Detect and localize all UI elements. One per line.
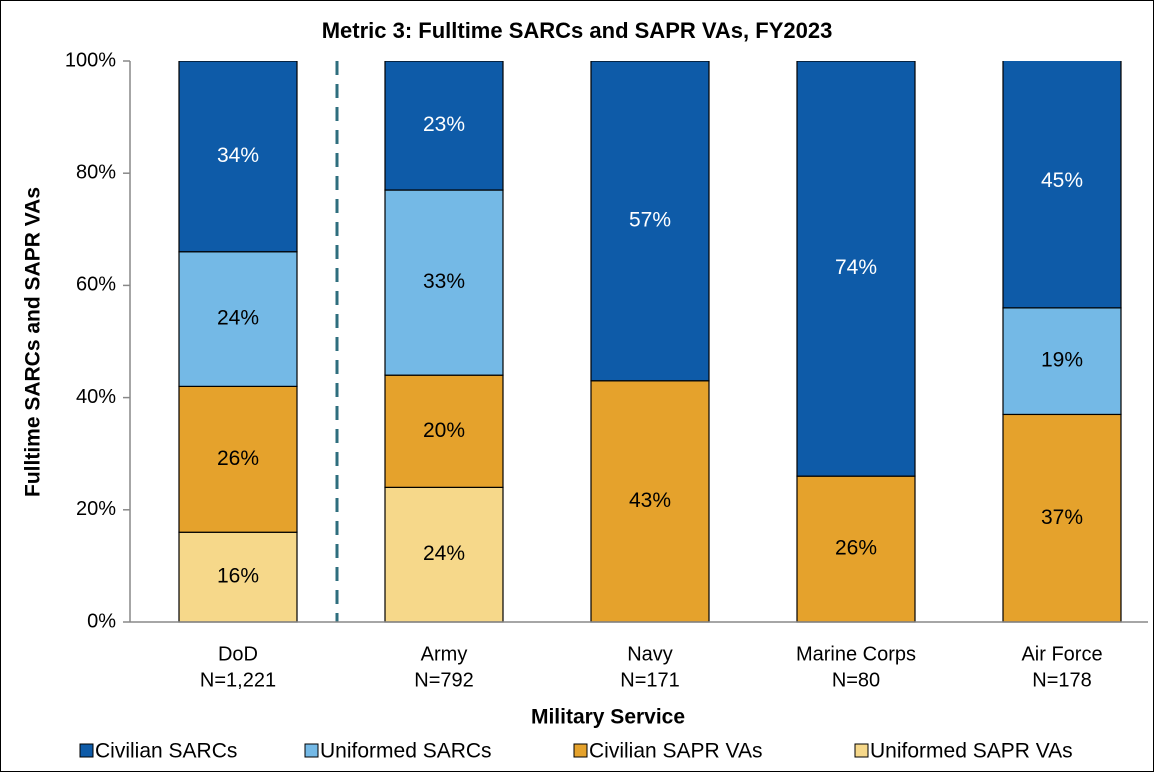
x-tick-label: DoD	[218, 643, 258, 665]
bar-segment	[178, 385, 298, 533]
data-label: 57%	[629, 208, 671, 231]
data-label: 45%	[1041, 169, 1083, 192]
data-label: 74%	[835, 256, 877, 279]
data-label: 43%	[629, 489, 671, 512]
y-tick-label: 20%	[76, 498, 116, 520]
data-label: 20%	[423, 419, 465, 442]
bar-segment	[1002, 307, 1122, 416]
y-tick-label: 60%	[76, 274, 116, 296]
legend-swatch	[573, 743, 588, 758]
data-label: 34%	[217, 144, 259, 167]
bar-segment	[796, 475, 916, 623]
legend-swatch	[304, 743, 319, 758]
data-label: 19%	[1041, 349, 1083, 372]
x-axis-title: Military Service	[531, 706, 685, 729]
legend-label: Civilian SARCs	[95, 740, 237, 763]
data-label: 37%	[1041, 506, 1083, 529]
x-tick-label: N=178	[1032, 669, 1092, 691]
x-tick-label: Air Force	[1021, 643, 1102, 665]
data-label: 24%	[423, 542, 465, 565]
x-tick-label: Army	[421, 643, 468, 665]
data-label: 26%	[835, 537, 877, 560]
data-label: 23%	[423, 113, 465, 136]
x-tick-label: N=1,221	[200, 669, 276, 691]
x-tick-label: N=171	[620, 669, 680, 691]
bar-segment	[796, 61, 916, 477]
bar-segment	[178, 61, 298, 253]
bar-segment	[1002, 61, 1122, 309]
y-tick-label: 0%	[87, 610, 116, 632]
legend-label: Uniformed SARCs	[320, 740, 492, 763]
legend-label: Uniformed SAPR VAs	[870, 740, 1073, 763]
y-axis-title: Fulltime SARCs and SAPR VAs	[22, 187, 45, 497]
x-tick-label: N=792	[414, 669, 474, 691]
bar-segment	[384, 374, 504, 488]
chart-title: Metric 3: Fulltime SARCs and SAPR VAs, F…	[322, 18, 833, 43]
bar-segment	[590, 61, 710, 382]
legend-swatch	[854, 743, 869, 758]
data-label: 33%	[423, 270, 465, 293]
x-tick-label: Navy	[627, 643, 673, 665]
bar-segment	[384, 61, 504, 191]
bar-segment	[384, 486, 504, 623]
legend-label: Civilian SAPR VAs	[589, 740, 763, 763]
bar-segment	[178, 531, 298, 623]
y-tick-label: 40%	[76, 386, 116, 408]
x-tick-label: N=80	[832, 669, 880, 691]
bar-segment	[384, 189, 504, 376]
bar-segment	[1002, 413, 1122, 623]
data-label: 16%	[217, 565, 259, 588]
data-label: 24%	[217, 307, 259, 330]
y-tick-label: 100%	[65, 49, 116, 71]
y-tick-label: 80%	[76, 161, 116, 183]
x-tick-label: Marine Corps	[796, 643, 916, 665]
data-label: 26%	[217, 447, 259, 470]
bars	[178, 61, 1122, 623]
legend-swatch	[79, 743, 94, 758]
